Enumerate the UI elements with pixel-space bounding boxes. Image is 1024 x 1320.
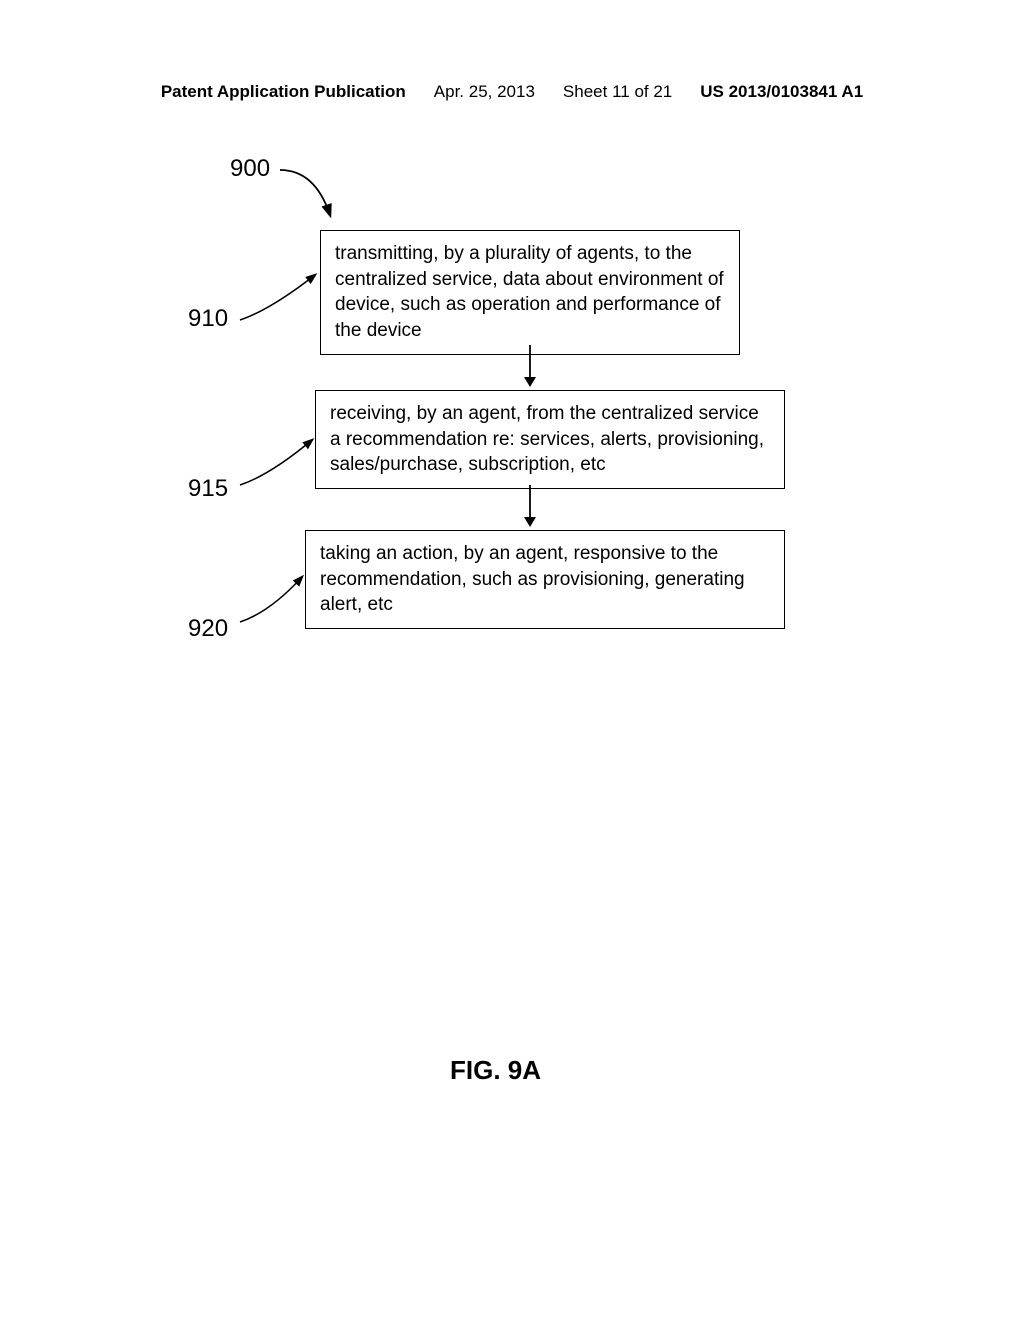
flow-step-920: taking an action, by an agent, responsiv…: [305, 530, 785, 629]
pointer-910: [230, 270, 330, 330]
flow-step-915: receiving, by an agent, from the central…: [315, 390, 785, 489]
pointer-915: [230, 435, 330, 495]
header-patent-number: US 2013/0103841 A1: [700, 82, 863, 102]
pointer-920: [230, 572, 330, 632]
header-sheet: Sheet 11 of 21: [563, 82, 672, 102]
arrow-step2-to-step3: [520, 485, 540, 530]
reference-label-920: 920: [188, 615, 228, 643]
flowchart-diagram: 900 transmitting, by a plurality of agen…: [0, 140, 1024, 1040]
header-date: Apr. 25, 2013: [434, 82, 535, 102]
reference-label-910: 910: [188, 305, 228, 333]
arrow-step1-to-step2: [520, 345, 540, 390]
reference-label-915: 915: [188, 475, 228, 503]
flow-step-910: transmitting, by a plurality of agents, …: [320, 230, 740, 355]
page-header: Patent Application Publication Apr. 25, …: [0, 82, 1024, 102]
reference-label-900: 900: [230, 155, 270, 183]
figure-caption: FIG. 9A: [450, 1055, 541, 1086]
header-publication: Patent Application Publication: [161, 82, 406, 102]
arrow-900-to-box1: [275, 160, 355, 240]
